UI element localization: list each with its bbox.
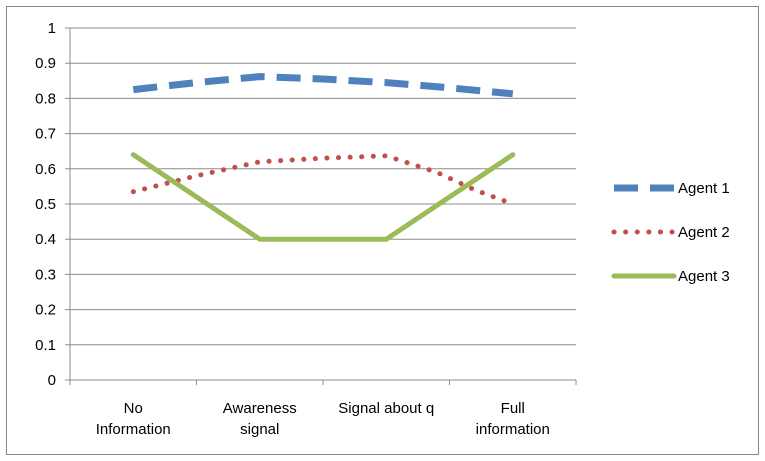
y-tick-label: 0.4 [35, 231, 56, 248]
series-line-agent-2 [130, 153, 516, 207]
series-line-agent-1 [132, 73, 514, 98]
x-tick-label: Signal about q [338, 400, 434, 417]
y-tick-label: 0.6 [35, 161, 56, 178]
x-tick-label: Information [96, 421, 171, 438]
y-tick-label: 0.8 [35, 90, 56, 107]
x-tick-label: No [124, 400, 143, 417]
y-tick-label: 0.5 [35, 196, 56, 213]
x-tick-label: Awareness [223, 400, 297, 417]
x-tick-label: information [476, 421, 550, 438]
y-tick-label: 0.9 [35, 55, 56, 72]
legend-label: Agent 1 [678, 180, 730, 197]
y-tick-label: 0.7 [35, 126, 56, 143]
y-tick-label: 0.3 [35, 266, 56, 283]
x-tick-label: signal [240, 421, 279, 438]
y-tick-label: 0.1 [35, 337, 56, 354]
y-tick-label: 1 [48, 20, 56, 37]
series-lines [130, 73, 516, 242]
y-tick-label: 0.2 [35, 302, 56, 319]
y-axis-tick-labels: 0 0.1 0.2 0.3 0.4 0.5 0.6 0.7 0.8 0.9 1 [35, 20, 56, 389]
legend-label: Agent 3 [678, 268, 730, 285]
line-chart: 0 0.1 0.2 0.3 0.4 0.5 0.6 0.7 0.8 0.9 1 No Informat… [35, 20, 730, 438]
legend: Agent 1 Agent 2 Agent 3 [611, 180, 730, 285]
legend-label: Agent 2 [678, 224, 730, 241]
series-line-agent-3 [130, 152, 516, 242]
x-tick-label: Full [501, 400, 525, 417]
chart-frame: 0 0.1 0.2 0.3 0.4 0.5 0.6 0.7 0.8 0.9 1 No Informat… [6, 6, 759, 455]
axes [65, 27, 577, 385]
x-axis-tick-labels: No Information Awareness signal Signal about… [96, 400, 550, 438]
y-tick-label: 0 [48, 372, 56, 389]
